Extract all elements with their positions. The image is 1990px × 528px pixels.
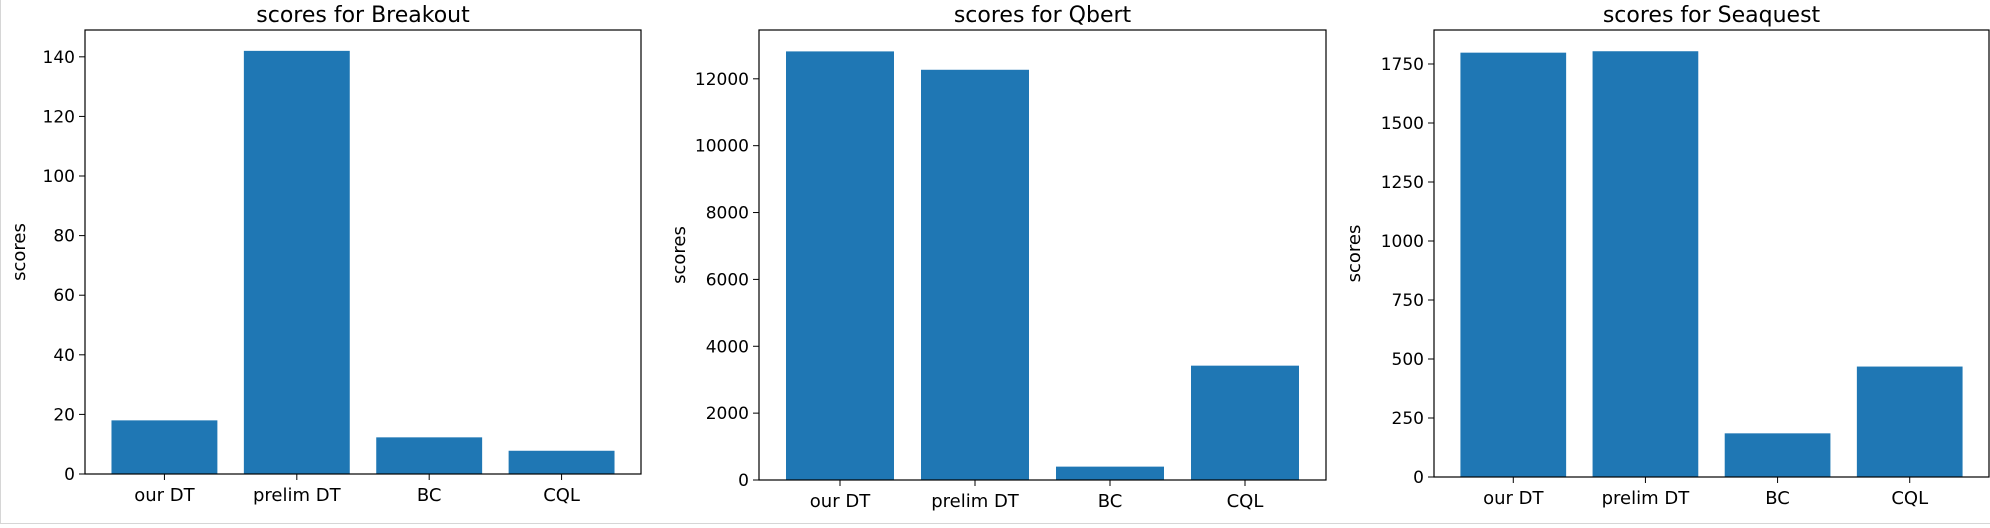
bar-cql xyxy=(1191,365,1299,480)
y-tick-label: 250 xyxy=(1392,409,1424,429)
plot-frame xyxy=(758,29,1327,481)
y-axis-label: scores xyxy=(9,223,30,281)
plot-frame xyxy=(84,29,642,475)
chart-panel-1: scores for Breakout our DT prelim DT BC CQL 0… xyxy=(9,3,642,506)
plot-frame xyxy=(1433,29,1990,478)
x-tick-label: BC xyxy=(1098,491,1123,512)
y-tick-label: 1250 xyxy=(1381,173,1424,193)
bar-our-dt xyxy=(1460,52,1567,477)
y-tick-label: 0 xyxy=(1413,468,1424,488)
bar-our-dt xyxy=(111,420,218,474)
x-tick-label: our DT xyxy=(134,485,195,506)
bar-cql xyxy=(1856,366,1963,477)
y-tick-label: 4000 xyxy=(706,337,749,357)
y-tick-label: 40 xyxy=(53,346,75,366)
chart-title: scores for Breakout xyxy=(256,3,470,28)
y-tick-label: 750 xyxy=(1392,291,1424,311)
x-tick-label: CQL xyxy=(1891,488,1928,509)
bar-bc xyxy=(376,437,483,474)
bar-bc xyxy=(1724,433,1831,477)
chart-panel-2: scores for Qbert our DT prelim DT BC CQL 0 200… xyxy=(669,3,1327,512)
y-tick-label: 80 xyxy=(53,227,75,247)
y-tick-label: 10000 xyxy=(695,137,749,157)
y-tick-label: 500 xyxy=(1392,350,1424,370)
bar-prelim-dt xyxy=(243,50,350,475)
y-axis-label: scores xyxy=(669,226,690,284)
y-tick-label: 2000 xyxy=(706,404,749,424)
bar-prelim-dt xyxy=(1592,51,1699,478)
bar-prelim-dt xyxy=(921,69,1029,480)
chart-title: scores for Qbert xyxy=(954,3,1132,28)
y-tick-label: 6000 xyxy=(706,270,749,290)
y-axis-label: scores xyxy=(1344,225,1365,283)
y-tick-label: 60 xyxy=(53,286,75,306)
y-tick-label: 120 xyxy=(43,107,75,127)
bar-bc xyxy=(1056,466,1164,480)
x-tick-label: prelim DT xyxy=(253,485,342,506)
y-tick-label: 20 xyxy=(53,405,75,425)
y-tick-label: 1750 xyxy=(1381,55,1424,75)
x-tick-label: CQL xyxy=(1227,491,1264,512)
y-tick-label: 8000 xyxy=(706,204,749,224)
y-tick-label: 0 xyxy=(738,471,749,491)
x-tick-label: BC xyxy=(417,485,442,506)
x-tick-label: our DT xyxy=(810,491,871,512)
y-tick-label: 140 xyxy=(43,48,75,68)
y-tick-label: 1500 xyxy=(1381,114,1424,134)
chart-title: scores for Seaquest xyxy=(1603,3,1821,28)
chart-panel-3: scores for Seaquest our DT prelim DT BC CQL 0… xyxy=(1344,3,1990,509)
x-tick-label: prelim DT xyxy=(931,491,1020,512)
y-tick-label: 12000 xyxy=(695,70,749,90)
x-tick-label: our DT xyxy=(1483,488,1544,509)
y-tick-label: 1000 xyxy=(1381,232,1424,252)
y-tick-label: 100 xyxy=(43,167,75,187)
bar-our-dt xyxy=(786,51,894,481)
y-tick-label: 0 xyxy=(64,465,75,485)
bar-cql xyxy=(508,450,615,474)
x-tick-label: BC xyxy=(1765,488,1790,509)
x-tick-label: CQL xyxy=(543,485,580,506)
x-tick-label: prelim DT xyxy=(1602,488,1691,509)
